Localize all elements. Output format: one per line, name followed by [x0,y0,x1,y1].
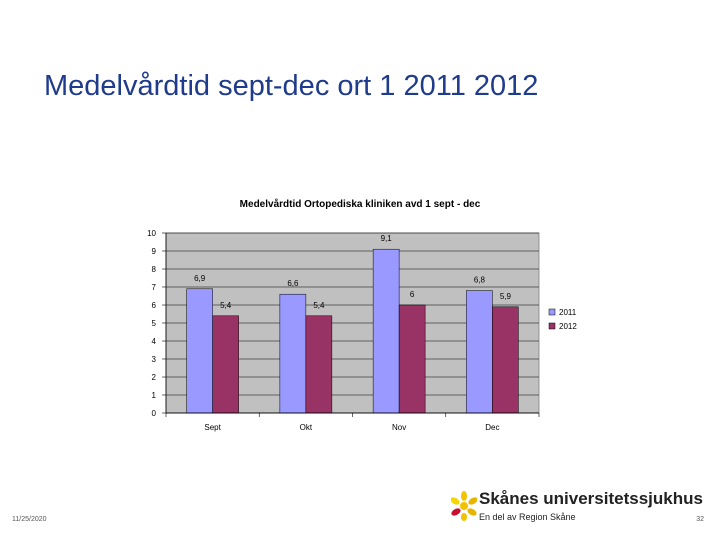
y-tick-label: 4 [152,337,157,346]
logo-tagline: En del av Region Skåne [479,512,576,522]
bar-2012-okt [305,315,333,414]
chart-title: Medelvårdtid Ortopediska kliniken avd 1 … [240,198,481,210]
hospital-logo: Skånes universitetssjukhus En del av Reg… [451,489,703,525]
legend-label-2011: 2011 [559,308,577,317]
y-tick-label: 0 [152,409,157,418]
bar-2012-nov [398,304,426,414]
slide-page-number: 32 [696,516,704,523]
bar-2012-sept [212,315,239,414]
y-tick-label: 5 [152,319,157,328]
y-tick-label: 9 [152,247,157,256]
bar-2011-okt [279,293,307,414]
data-label: 6 [410,290,415,299]
slide-date: 11/25/2020 [12,516,47,523]
bar-2011-dec [466,290,493,414]
bar-2011-sept [186,288,213,414]
data-label: 5,4 [313,301,325,310]
y-tick-label: 6 [152,301,157,310]
y-tick-label: 3 [152,355,157,364]
data-label: 6,6 [287,279,299,288]
data-label: 5,9 [500,292,512,301]
bar-2012-dec [492,306,519,414]
slide-title: Medelvårdtid sept-dec ort 1 2011 2012 [44,70,539,102]
data-label: 6,9 [194,274,206,283]
bar-2011-nov [372,248,400,414]
data-label: 9,1 [381,234,393,243]
y-tick-label: 2 [152,373,157,382]
y-tick-label: 8 [152,265,157,274]
data-label: 5,4 [220,301,232,310]
logo-name: Skånes universitetssjukhus [479,489,703,508]
legend-swatch-2011 [548,308,556,316]
legend-swatch-2012 [548,322,556,330]
sun-flower-logo-icon [451,491,477,521]
legend: 2011 2012 [548,308,577,331]
data-label: 6,8 [474,276,486,285]
legend-label-2012: 2012 [559,322,577,331]
y-tick-label: 1 [152,391,157,400]
y-tick-label: 10 [147,229,156,238]
plot-area: 0 1 2 3 4 5 6 7 8 9 10 Sept 6,9 5,4 Okt 6,6 5,4 Nov 9,1 6 De… [147,229,540,432]
x-tick-label: Okt [300,423,313,432]
y-tick-label: 7 [152,283,157,292]
x-tick-label: Nov [392,423,406,432]
x-tick-label: Dec [485,423,499,432]
x-tick-label: Sept [204,423,221,432]
